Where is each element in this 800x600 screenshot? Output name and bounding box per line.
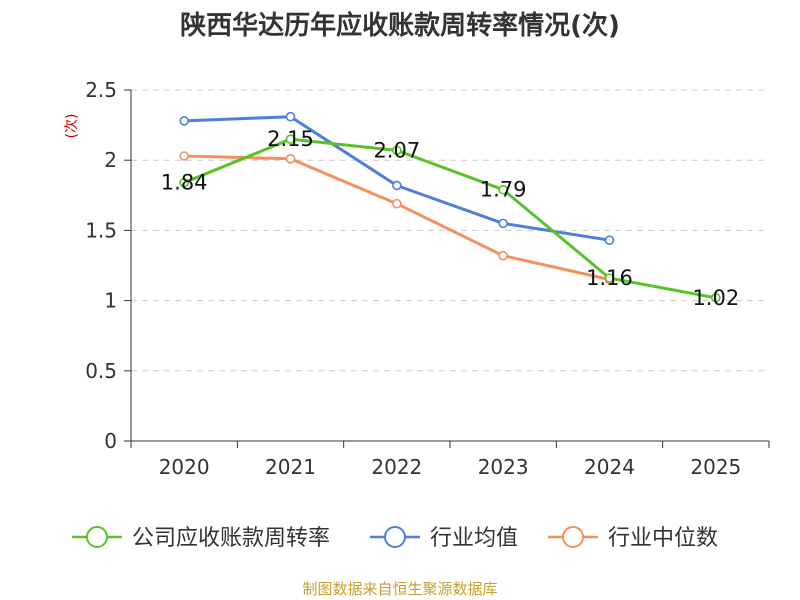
data-point bbox=[498, 184, 508, 195]
data-labels: 1.84 2.15 2.07 1.79 1.16 1.02 bbox=[161, 127, 739, 310]
y-tick-label: 0.5 bbox=[85, 359, 117, 383]
data-label: 1.02 bbox=[692, 286, 739, 310]
x-tick-label: 2025 bbox=[690, 455, 741, 479]
data-point bbox=[711, 292, 721, 303]
y-axis-label: (次) bbox=[64, 114, 80, 139]
chart-title: 陕西华达历年应收账款周转率情况(次) bbox=[180, 10, 620, 41]
x-tick-label: 2023 bbox=[478, 455, 529, 479]
data-point bbox=[285, 134, 296, 144]
legend-item-2[interactable]: 行业中位数 bbox=[548, 526, 718, 551]
series-line-0 bbox=[183, 137, 717, 300]
series-group bbox=[179, 111, 721, 303]
y-tick-label: 2 bbox=[104, 148, 117, 172]
x-tick-label: 2020 bbox=[159, 455, 210, 479]
data-point bbox=[392, 198, 402, 209]
legend[interactable]: 公司应收账款周转率 行业均值 行业中位数 bbox=[72, 526, 718, 551]
axes bbox=[124, 89, 770, 448]
data-point bbox=[179, 151, 189, 161]
legend-item-1[interactable]: 行业均值 bbox=[370, 526, 518, 551]
data-point bbox=[179, 116, 189, 126]
legend-item-0[interactable]: 公司应收账款周转率 bbox=[72, 526, 330, 551]
data-label: 1.79 bbox=[480, 178, 527, 202]
x-tick-label: 2022 bbox=[371, 455, 422, 479]
series-line-2 bbox=[184, 154, 610, 281]
data-point bbox=[392, 180, 402, 191]
legend-marker-icon bbox=[562, 526, 584, 548]
legend-label: 公司应收账款周转率 bbox=[132, 526, 330, 551]
data-point bbox=[604, 235, 615, 246]
data-point bbox=[498, 250, 508, 261]
data-point bbox=[285, 153, 296, 164]
source-note: 制图数据来自恒生聚源数据库 bbox=[302, 580, 497, 598]
y-tick-labels: 0 0.5 1 1.5 2 2.5 bbox=[85, 78, 117, 453]
data-point bbox=[285, 111, 296, 122]
x-tick-label: 2024 bbox=[584, 455, 635, 479]
legend-label: 行业中位数 bbox=[608, 526, 718, 551]
legend-marker-icon bbox=[384, 526, 406, 548]
x-tick-label: 2021 bbox=[265, 455, 316, 479]
x-tick-labels: 2020 2021 2022 2023 2024 2025 bbox=[159, 455, 742, 479]
data-point bbox=[392, 145, 402, 156]
y-tick-label: 1.5 bbox=[85, 218, 117, 242]
data-label: 2.15 bbox=[267, 127, 314, 151]
series-line-1 bbox=[184, 115, 610, 242]
y-tick-label: 0 bbox=[104, 429, 117, 453]
legend-marker-icon bbox=[86, 526, 108, 548]
data-label: 1.16 bbox=[586, 266, 633, 290]
data-label: 1.84 bbox=[161, 171, 208, 195]
data-point bbox=[179, 177, 189, 188]
data-label: 2.07 bbox=[373, 138, 420, 162]
legend-label: 行业均值 bbox=[430, 526, 518, 551]
data-point bbox=[604, 273, 615, 283]
data-point bbox=[498, 218, 508, 229]
y-tick-label: 1 bbox=[104, 289, 117, 313]
y-tick-label: 2.5 bbox=[85, 78, 117, 102]
